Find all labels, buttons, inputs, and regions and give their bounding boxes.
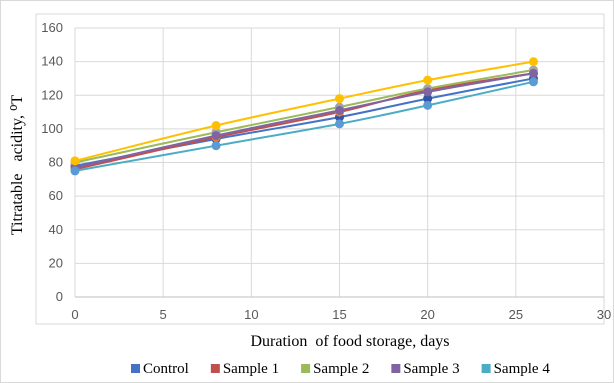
legend-label: Sample 2 — [313, 361, 369, 377]
y-tick-label: 100 — [41, 121, 63, 136]
data-point-series-4 — [211, 131, 221, 141]
x-tick-label: 15 — [332, 307, 346, 322]
grid — [74, 27, 605, 298]
y-tick-label: 40 — [49, 222, 63, 237]
series-line-3 — [74, 69, 534, 164]
data-point-series-5 — [70, 166, 80, 176]
x-tick-label: 25 — [509, 307, 523, 322]
data-point-series-6 — [211, 121, 221, 131]
x-tick-label: 0 — [71, 307, 78, 322]
y-axis-title: Titratable acidity, ⁰T — [9, 95, 26, 236]
series-line-2 — [74, 72, 534, 171]
x-axis-title: Duration of food storage, days — [250, 333, 449, 350]
data-point-series-5 — [211, 141, 221, 151]
data-point-series-5 — [528, 77, 538, 87]
tick-labels: 0 20 40 60 80 100 120 140 160 0 5 10 15 20 25 30 — [41, 20, 611, 322]
data-point-series-6 — [528, 57, 538, 67]
series-line-4 — [74, 72, 534, 169]
x-tick-label: 30 — [597, 307, 611, 322]
y-tick-label: 160 — [41, 20, 63, 35]
series-line-6 — [74, 60, 534, 162]
legend-label: Sample 1 — [223, 361, 279, 377]
y-tick-label: 80 — [49, 155, 63, 170]
legend-swatch — [391, 364, 401, 373]
data-point-series-1 — [423, 94, 433, 104]
legend-label: Sample 4 — [494, 361, 551, 377]
data-point-series-4 — [335, 105, 344, 115]
series-layer — [70, 57, 538, 176]
legend-swatch — [301, 364, 311, 373]
legend-swatch — [131, 364, 140, 373]
plot-area-border — [35, 13, 605, 325]
legend: Control Sample 1 Sample 2 Sample 3 Sample 4 — [131, 361, 550, 377]
series-line-5 — [74, 80, 534, 172]
data-point-series-4 — [423, 87, 433, 97]
legend-swatch — [210, 364, 220, 373]
data-point-series-5 — [335, 119, 344, 129]
legend-label: Control — [143, 361, 189, 377]
y-tick-label: 140 — [41, 54, 63, 69]
legend-swatch — [481, 364, 491, 373]
axes — [35, 13, 605, 325]
x-tick-label: 20 — [420, 307, 434, 322]
legend-label: Sample 3 — [403, 361, 459, 377]
y-tick-label: 0 — [56, 289, 63, 304]
data-point-series-6 — [423, 75, 433, 85]
y-tick-label: 20 — [49, 255, 63, 270]
x-tick-label: 10 — [244, 307, 258, 322]
y-tick-label: 120 — [41, 87, 63, 102]
data-point-series-4 — [528, 68, 538, 78]
x-tick-label: 5 — [160, 307, 167, 322]
data-point-series-6 — [70, 156, 80, 166]
data-point-series-5 — [423, 100, 433, 110]
y-tick-label: 60 — [49, 188, 63, 203]
data-point-series-6 — [335, 94, 344, 104]
